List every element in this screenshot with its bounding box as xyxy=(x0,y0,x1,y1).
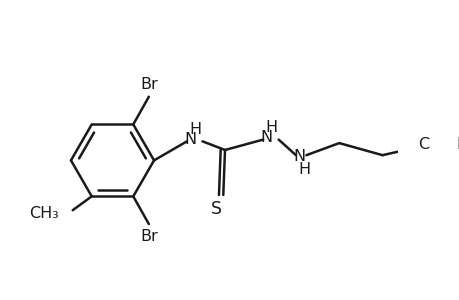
Text: Br: Br xyxy=(140,229,157,244)
Text: C: C xyxy=(418,137,429,152)
Text: Br: Br xyxy=(140,77,157,92)
Text: S: S xyxy=(210,200,221,218)
Text: H: H xyxy=(265,120,277,135)
Text: CH₃: CH₃ xyxy=(29,206,59,221)
Text: N: N xyxy=(293,149,305,164)
Text: H: H xyxy=(189,122,201,137)
Text: N: N xyxy=(184,132,196,147)
Text: N: N xyxy=(455,137,459,152)
Text: N: N xyxy=(260,130,272,146)
Text: H: H xyxy=(298,161,310,176)
